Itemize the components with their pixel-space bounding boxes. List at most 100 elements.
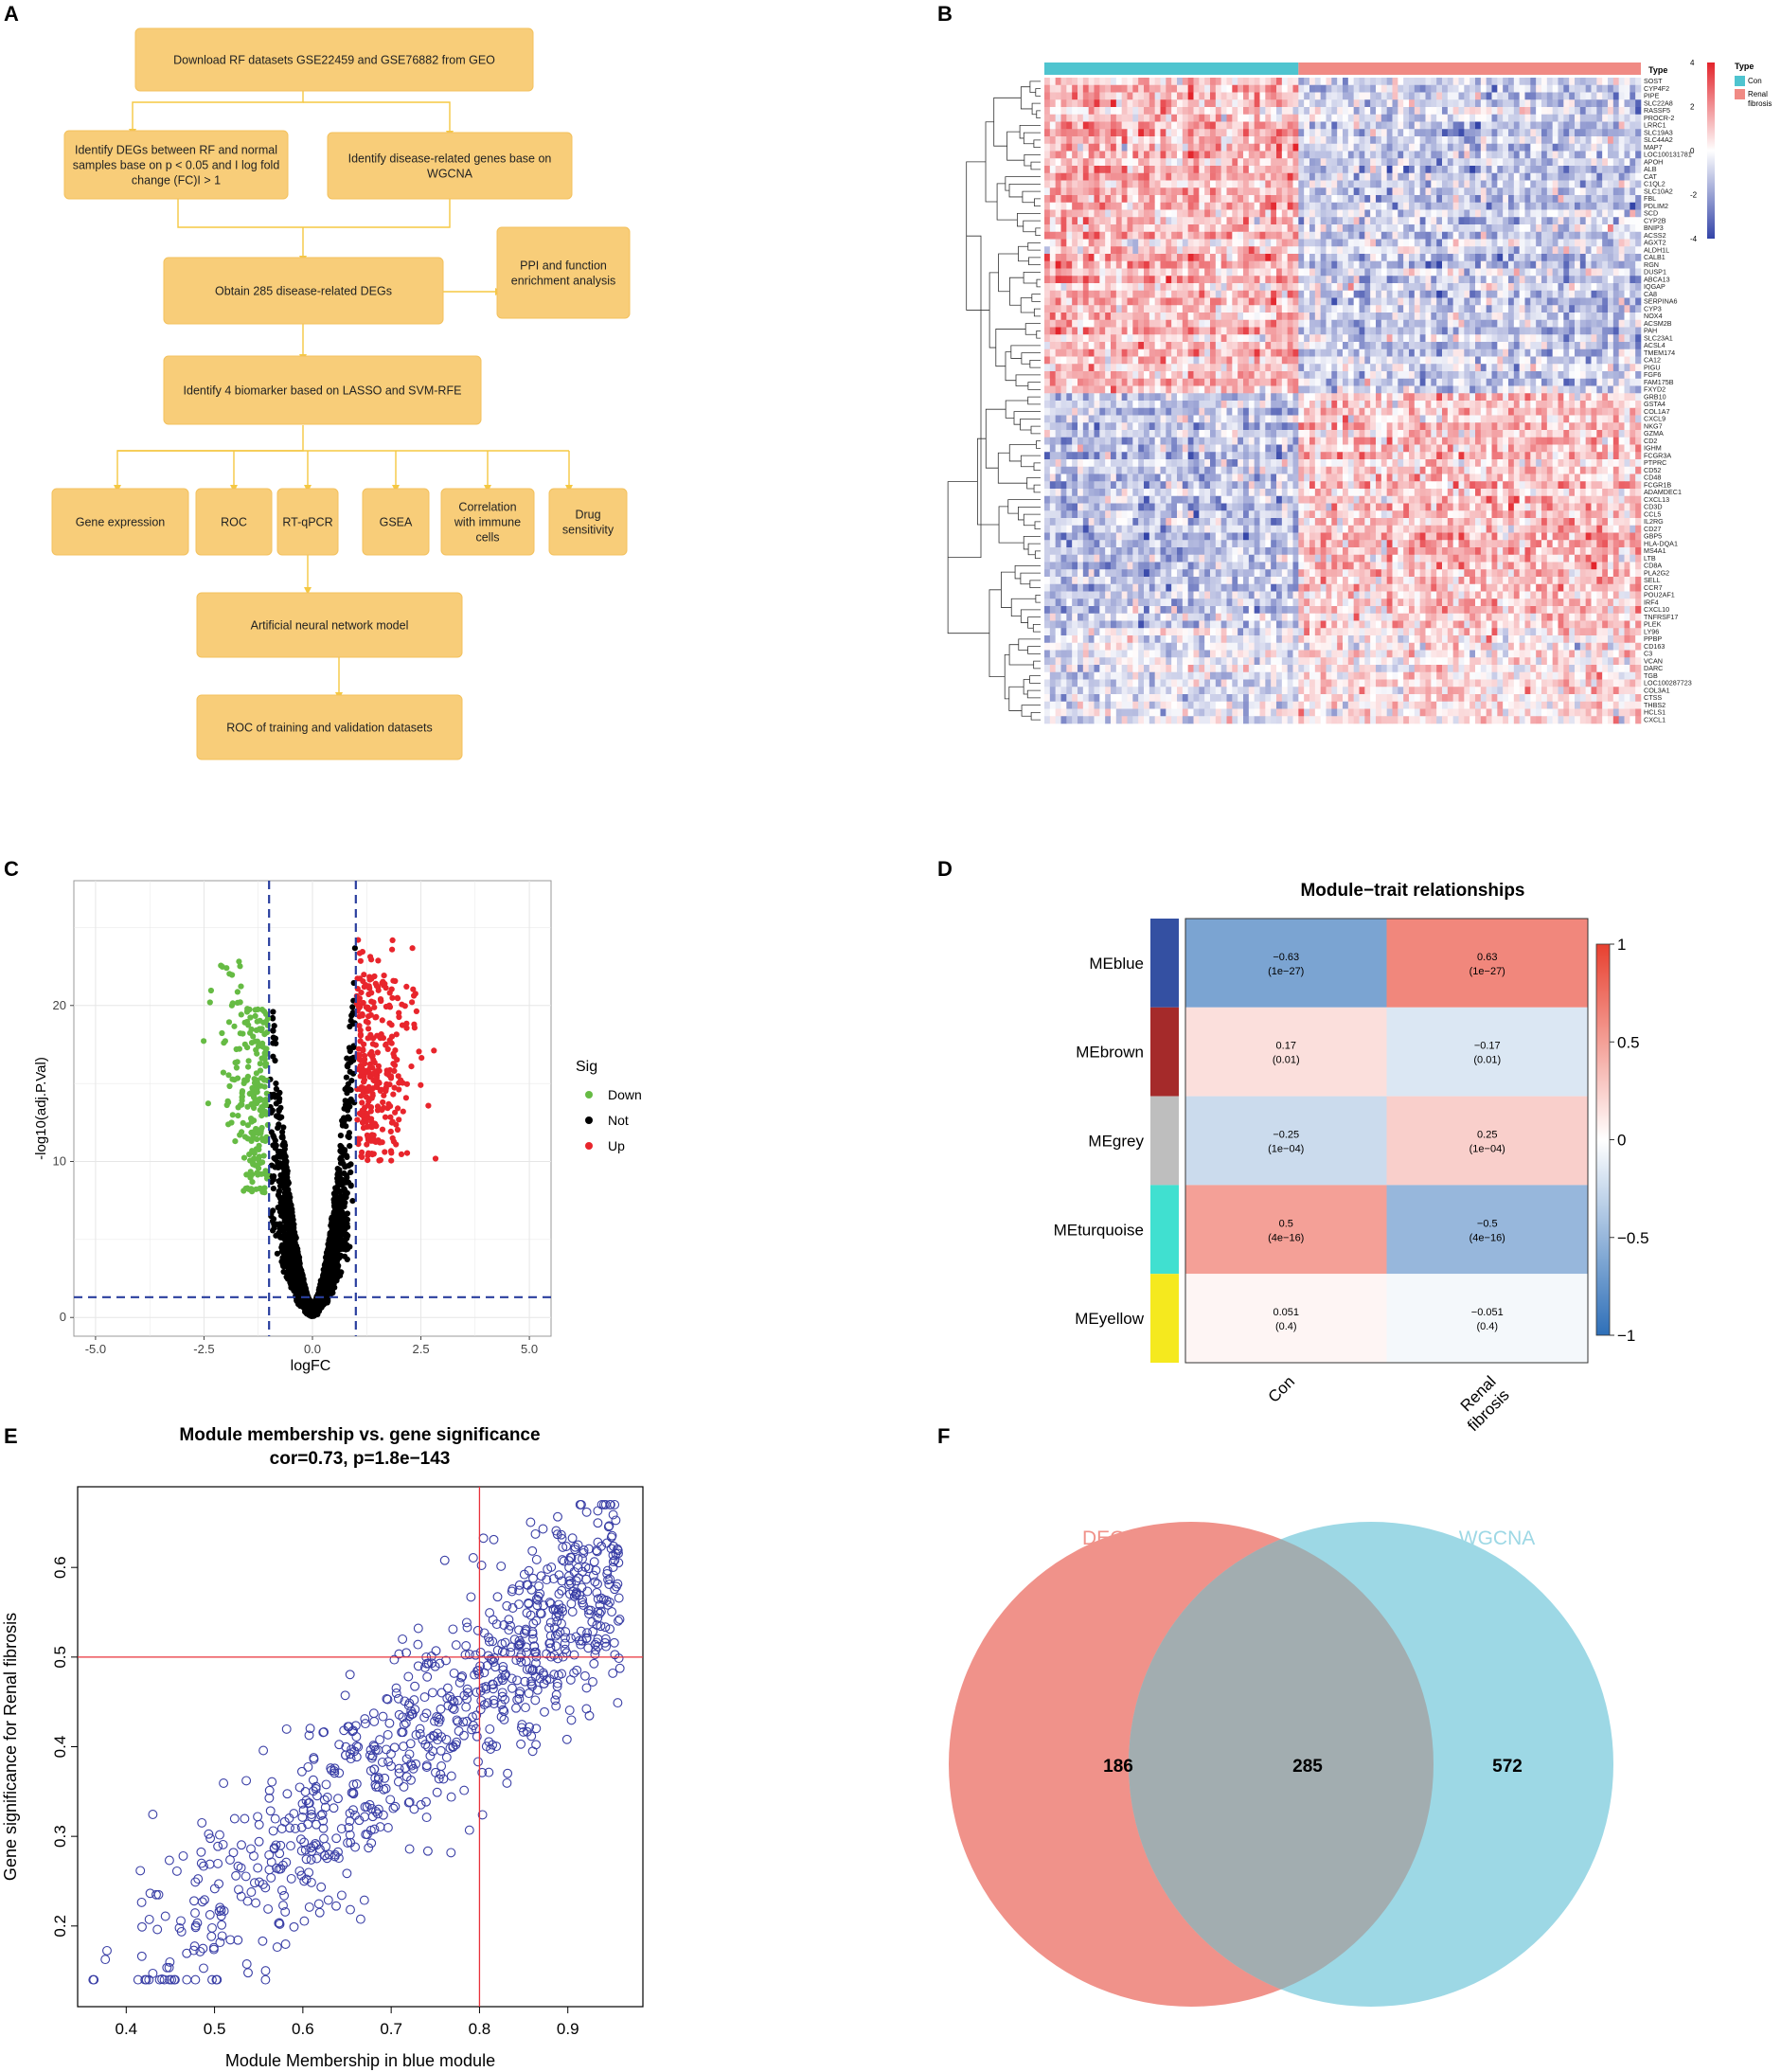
flow-node-text: RT-qPCR [282,516,332,529]
heatmap-cell [1486,348,1492,357]
heatmap-cell [1452,166,1459,174]
heatmap-cell [1370,231,1377,240]
heatmap-cell [1309,268,1316,277]
heatmap-cell [1536,114,1542,122]
heatmap-cell [1458,217,1465,225]
heatmap-cell [1259,290,1266,298]
heatmap-cell [1612,84,1619,93]
heatmap-cell [1149,260,1155,269]
heatmap-cell [1160,254,1167,262]
heatmap-cell [1320,172,1327,181]
heatmap-cell [1635,180,1642,188]
heatmap-cell [1497,114,1504,122]
heatmap-cell [1398,260,1404,269]
heatmap-cell [1541,217,1548,225]
heatmap-cell [1182,99,1188,108]
heatmap-cell [1281,158,1288,167]
heatmap-cell [1121,188,1128,196]
heatmap-cell [1458,195,1465,204]
heatmap-cell [1475,327,1482,335]
heatmap-cell [1060,180,1067,188]
heatmap-cell [1508,364,1515,372]
heatmap-cell [1519,209,1525,218]
heatmap-cell [1398,202,1404,210]
heatmap-cell [1292,158,1299,167]
heatmap-cell [1320,268,1327,277]
heatmap-cell [1486,129,1492,137]
heatmap-cell [1552,276,1558,284]
heatmap-cell [1254,356,1260,365]
heatmap-cell [1398,305,1404,313]
heatmap-cell [1276,166,1283,174]
heatmap-cell [1624,78,1630,86]
heatmap-cell [1094,217,1100,225]
heatmap-cell [1458,334,1465,343]
heatmap-cell [1232,209,1238,218]
heatmap-cell [1199,107,1205,116]
heatmap-cell [1060,114,1067,122]
heatmap-cell [1436,407,1443,416]
heatmap-cell [1066,217,1073,225]
heatmap-cell [1144,342,1150,350]
heatmap-cell [1398,276,1404,284]
heatmap-cell [1166,195,1172,204]
heatmap-cell [1585,180,1592,188]
heatmap-cell [1226,348,1233,357]
heatmap-cell [1094,305,1100,313]
heatmap-cell [1331,305,1338,313]
heatmap-cell [1049,401,1056,409]
heatmap-cell [1386,231,1393,240]
heatmap-cell [1309,276,1316,284]
heatmap-cell [1238,290,1244,298]
heatmap-cell [1138,385,1145,394]
heatmap-cell [1579,180,1586,188]
heatmap-cell [1254,129,1260,137]
heatmap-cell [1436,92,1443,100]
heatmap-cell [1491,276,1498,284]
heatmap-cell [1409,348,1416,357]
heatmap-cell [1248,254,1255,262]
heatmap-cell [1292,356,1299,365]
heatmap-cell [1386,209,1393,218]
heatmap-cell [1281,107,1288,116]
heatmap-cell [1541,371,1548,380]
heatmap-cell [1127,209,1133,218]
heatmap-cell [1292,217,1299,225]
heatmap-cell [1111,254,1117,262]
heatmap-cell [1160,401,1167,409]
heatmap-cell [1403,239,1410,247]
heatmap-cell [1630,107,1636,116]
heatmap-cell [1343,129,1349,137]
heatmap-cell [1287,166,1293,174]
heatmap-cell [1304,348,1310,357]
heatmap-cell [1078,371,1084,380]
heatmap-cell [1160,180,1167,188]
heatmap-cell [1232,246,1238,255]
heatmap-cell [1154,407,1161,416]
heatmap-cell [1575,319,1581,328]
heatmap-cell [1563,371,1570,380]
heatmap-cell [1304,114,1310,122]
heatmap-cell [1271,195,1277,204]
heatmap-cell [1182,92,1188,100]
heatmap-cell [1347,166,1354,174]
heatmap-cell [1171,239,1178,247]
heatmap-cell [1364,313,1371,321]
heatmap-cell [1298,260,1305,269]
heatmap-cell [1331,283,1338,292]
heatmap-cell [1569,231,1576,240]
heatmap-cell [1364,231,1371,240]
heatmap-cell [1166,224,1172,233]
heatmap-cell [1326,92,1332,100]
heatmap-cell [1187,180,1194,188]
heatmap-cell [1154,276,1161,284]
heatmap-cell [1624,342,1630,350]
heatmap-cell [1386,151,1393,159]
heatmap-cell [1530,239,1537,247]
heatmap-cell [1094,268,1100,277]
heatmap-cell [1414,166,1420,174]
heatmap-cell [1452,195,1459,204]
heatmap-cell [1220,224,1227,233]
heatmap-cell [1541,202,1548,210]
heatmap-cell [1177,290,1184,298]
